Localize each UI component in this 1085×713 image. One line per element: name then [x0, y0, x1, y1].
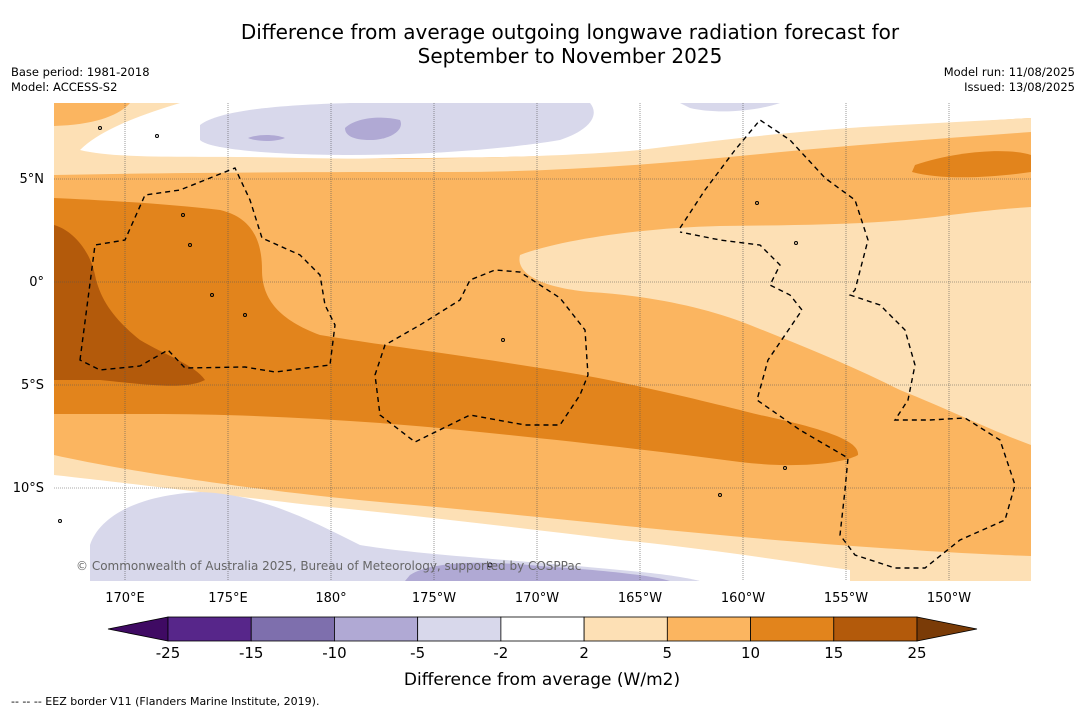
colorbar-tick-label: -15	[239, 644, 264, 662]
colorbar-bin	[334, 616, 419, 642]
lon-labels: 170°E 175°E 180° 175°W 170°W 165°W 160°W…	[105, 591, 971, 606]
lon-label: 175°W	[412, 591, 456, 606]
eez-border-west	[79, 167, 336, 373]
eez-border-central	[374, 269, 589, 443]
island	[188, 243, 192, 247]
colorbar-bin	[583, 616, 668, 642]
colorbar-bin	[666, 616, 751, 642]
colorbar-tick-label: -2	[493, 644, 508, 662]
northwest-orange-patch	[54, 103, 130, 126]
lon-label: 160°W	[721, 591, 765, 606]
colorbar-tick-label: 15	[824, 644, 843, 662]
colorbar-extend-high	[916, 616, 978, 642]
east-light-orange-zone	[519, 207, 1031, 445]
colorbar-tick-label: -25	[156, 644, 181, 662]
lon-label: 170°W	[515, 591, 559, 606]
colorbar-bin	[833, 616, 918, 642]
colorbar-bin	[417, 616, 502, 642]
colorbar-title: Difference from average (W/m2)	[404, 670, 680, 690]
west-strong-zone	[54, 225, 205, 386]
colorbar-bin	[250, 616, 335, 642]
lon-label: 170°E	[105, 591, 145, 606]
colorbar-tick-label: 2	[579, 644, 589, 662]
west-warm-zone	[54, 198, 859, 466]
meta-left: Base period: 1981-2018 Model: ACCESS-S2	[11, 65, 150, 95]
north-negative-zone-2	[680, 103, 780, 112]
lat-label: 5°N	[20, 172, 45, 187]
colorbar-tick-label: 5	[663, 644, 673, 662]
island	[755, 201, 759, 205]
title-line-2: September to November 2025	[417, 44, 723, 68]
lon-label: 180°	[315, 591, 346, 606]
island	[155, 134, 159, 138]
island	[487, 562, 493, 568]
colorbar-tick-label: -10	[322, 644, 347, 662]
copyright-notice: © Commonwealth of Australia 2025, Bureau…	[76, 559, 581, 573]
island	[210, 293, 214, 297]
colorbar-bin	[750, 616, 835, 642]
island	[783, 466, 787, 470]
island	[98, 126, 102, 130]
lon-label: 150°W	[927, 591, 971, 606]
colorbar-tick-label: 10	[741, 644, 760, 662]
lat-label: 10°S	[13, 481, 44, 496]
graticule	[54, 103, 1031, 581]
island	[794, 241, 798, 245]
colorbar-ticks: -25 -15 -10 -5 -2 2 5 10 15 25	[156, 644, 927, 662]
lat-labels: 5°N 0° 5°S 10°S	[13, 172, 44, 496]
lat-label: 5°S	[21, 378, 44, 393]
model-name: Model: ACCESS-S2	[11, 80, 118, 94]
eez-legend: -- -- -- EEZ border V11 (Flanders Marine…	[11, 695, 320, 708]
island	[718, 493, 722, 497]
meta-right: Model run: 11/08/2025 Issued: 13/08/2025	[944, 65, 1075, 95]
eez-borders	[79, 119, 1016, 569]
colorbar-tick-label: 25	[907, 644, 926, 662]
base-period: Base period: 1981-2018	[11, 65, 150, 79]
island	[181, 213, 185, 217]
islands	[58, 126, 798, 568]
north-negative-core	[345, 117, 401, 140]
north-light-orange-band	[54, 103, 1031, 175]
northeast-orange-core	[912, 151, 1031, 178]
island	[501, 338, 505, 342]
colorbar	[107, 616, 978, 642]
island	[58, 519, 62, 523]
issued-date: Issued: 13/08/2025	[964, 80, 1075, 94]
title-line-1: Difference from average outgoing longwav…	[240, 20, 900, 44]
south-negative-core	[405, 562, 670, 581]
lon-label: 165°W	[618, 591, 662, 606]
colorbar-tick-label: -5	[410, 644, 425, 662]
colorbar-bin	[167, 616, 252, 642]
model-run: Model run: 11/08/2025	[943, 65, 1075, 79]
map-title: Difference from average outgoing longwav…	[120, 20, 1020, 68]
eez-border-east	[679, 119, 1016, 569]
map-area	[54, 103, 1031, 581]
colorbar-extend-low	[107, 616, 169, 642]
lon-label: 175°E	[208, 591, 248, 606]
north-negative-core-2	[248, 135, 285, 141]
colorbar-bin	[500, 616, 585, 642]
lat-label: 0°	[29, 275, 44, 290]
south-negative-zone	[90, 492, 700, 581]
island	[243, 313, 247, 317]
lon-label: 155°W	[824, 591, 868, 606]
